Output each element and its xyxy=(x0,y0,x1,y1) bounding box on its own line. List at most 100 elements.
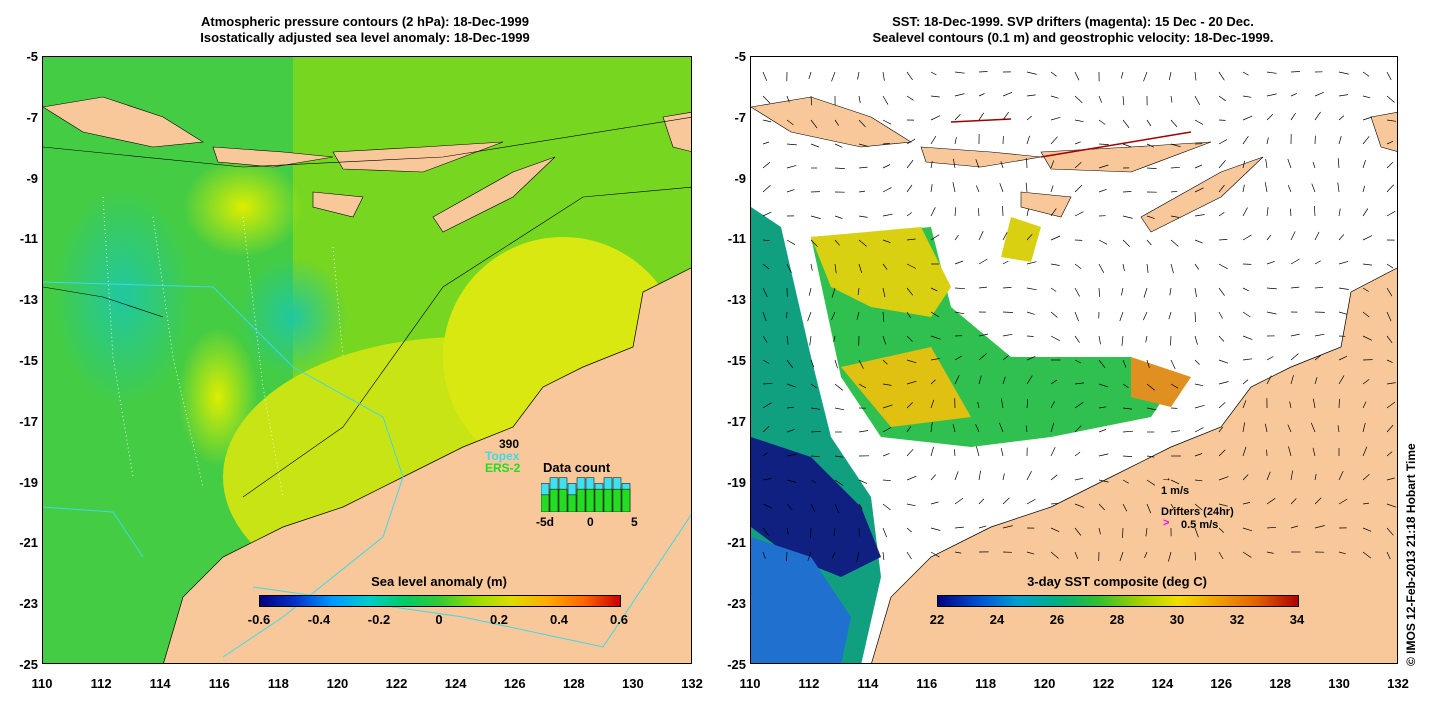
velocity-arrow xyxy=(831,287,836,298)
velocity-arrow xyxy=(1218,160,1226,169)
y-tick-label: -5 xyxy=(734,49,746,64)
velocity-arrow xyxy=(1289,401,1292,409)
velocity-arrow xyxy=(1266,113,1274,121)
velocity-arrow xyxy=(856,311,860,320)
velocity-arrow xyxy=(1098,287,1100,297)
x-tick-label: 118 xyxy=(975,676,997,691)
sst-cbar-label: 32 xyxy=(1229,612,1245,627)
velocity-arrow xyxy=(930,311,940,318)
velocity-arrow xyxy=(1337,425,1340,433)
velocity-arrow xyxy=(1145,527,1148,537)
velocity-arrow xyxy=(1386,359,1393,363)
velocity-arrow xyxy=(882,383,892,386)
velocity-arrow xyxy=(1098,503,1105,511)
velocity-arrow xyxy=(1362,185,1366,193)
velocity-arrow xyxy=(786,335,789,345)
velocity-arrow xyxy=(1074,425,1082,433)
velocity-arrow xyxy=(1170,95,1173,103)
velocity-arrow xyxy=(762,239,770,242)
velocity-arrow xyxy=(978,231,984,241)
velocity-arrow xyxy=(1218,503,1228,507)
velocity-arrow xyxy=(1386,451,1393,457)
velocity-arrow xyxy=(1338,136,1342,145)
velocity-arrow xyxy=(930,474,936,481)
velocity-arrow xyxy=(1266,526,1277,529)
velocity-arrow xyxy=(809,335,812,346)
sla-cbar-label: -0.4 xyxy=(307,612,331,627)
velocity-arrow xyxy=(906,287,914,296)
velocity-arrow xyxy=(1362,401,1367,409)
velocity-scale-label: 1 m/s xyxy=(1161,485,1190,497)
velocity-arrow xyxy=(762,478,772,481)
velocity-arrow xyxy=(1168,71,1172,80)
velocity-arrow xyxy=(906,159,914,169)
velocity-arrow xyxy=(1000,398,1004,409)
velocity-arrow xyxy=(930,446,934,457)
velocity-arrow xyxy=(1266,375,1272,385)
velocity-arrow xyxy=(906,71,913,81)
velocity-arrow xyxy=(1074,382,1085,385)
velocity-arrow xyxy=(808,287,812,296)
velocity-arrow xyxy=(858,95,861,104)
velocity-arrow xyxy=(1002,111,1009,121)
velocity-arrow xyxy=(1026,355,1036,361)
velocity-arrow xyxy=(1290,375,1294,385)
drifters-label: Drifters (24hr) xyxy=(1161,506,1234,518)
ers2-label: ERS-2 xyxy=(485,461,521,475)
velocity-arrow xyxy=(882,239,891,243)
velocity-arrow xyxy=(1362,263,1373,266)
velocity-arrow xyxy=(1242,287,1249,292)
velocity-arrow xyxy=(858,119,866,128)
velocity-arrow xyxy=(1242,502,1251,505)
velocity-arrow xyxy=(1122,430,1134,433)
velocity-arrow xyxy=(1311,183,1316,193)
velocity-arrow xyxy=(834,383,844,391)
drifter-arrow-icon: > xyxy=(1163,517,1170,529)
velocity-arrow xyxy=(1242,358,1253,361)
velocity-arrow xyxy=(906,138,916,145)
velocity-arrow xyxy=(1098,188,1107,193)
velocity-arrow xyxy=(1098,406,1107,409)
velocity-arrow xyxy=(1314,473,1317,481)
velocity-arrow xyxy=(1146,215,1155,219)
velocity-arrow xyxy=(906,359,917,364)
sst-cbar-label: 30 xyxy=(1169,612,1185,627)
velocity-arrow xyxy=(954,449,956,457)
velocity-arrow xyxy=(1194,263,1199,270)
velocity-arrow xyxy=(858,190,866,193)
velocity-arrow xyxy=(762,287,768,297)
velocity-arrow xyxy=(834,119,839,126)
velocity-arrow xyxy=(1194,479,1203,482)
velocity-arrow xyxy=(810,215,821,219)
velocity-arrow xyxy=(999,422,1004,433)
velocity-arrow xyxy=(1194,95,1201,105)
velocity-arrow xyxy=(1146,383,1155,391)
velocity-arrow xyxy=(1386,311,1392,322)
velocity-arrow xyxy=(1338,498,1348,505)
velocity-arrow xyxy=(810,263,813,271)
velocity-arrow xyxy=(978,498,985,505)
velocity-arrow xyxy=(1050,235,1061,241)
velocity-arrow xyxy=(810,359,815,368)
velocity-arrow xyxy=(1119,551,1124,562)
velocity-arrow xyxy=(882,213,893,217)
velocity-arrow xyxy=(834,215,843,219)
y-tick-label: -17 xyxy=(19,413,38,429)
y-tick-label: -11 xyxy=(19,231,38,247)
x-tick-label: 110 xyxy=(31,676,53,691)
velocity-arrow xyxy=(1218,527,1225,533)
velocity-arrow xyxy=(1264,182,1268,193)
velocity-arrow xyxy=(978,333,989,337)
velocity-arrow xyxy=(858,503,863,510)
velocity-arrow xyxy=(1098,453,1109,457)
velocity-arrow xyxy=(1002,473,1005,481)
x-tick-label: 116 xyxy=(916,676,938,691)
velocity-arrow xyxy=(1170,383,1179,389)
velocity-arrow xyxy=(930,287,938,292)
velocity-arrow xyxy=(906,402,913,409)
x-tick-label: 114 xyxy=(857,676,879,691)
velocity-arrow xyxy=(762,71,768,81)
velocity-arrow xyxy=(1170,335,1172,346)
velocity-arrow xyxy=(1050,160,1055,169)
velocity-arrow xyxy=(1242,551,1252,558)
